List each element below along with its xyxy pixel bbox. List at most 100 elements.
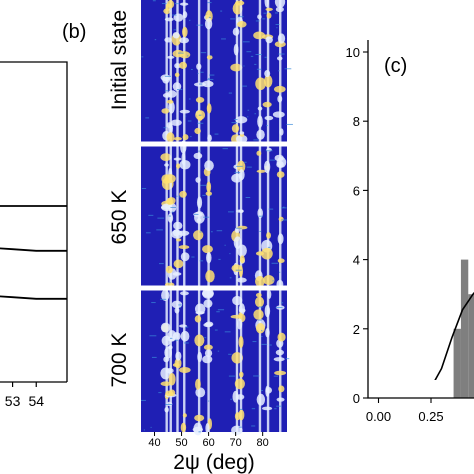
panel-b-intensity-spot — [170, 119, 182, 126]
panel-b-intensity-spot — [166, 132, 175, 143]
panel-b-background-noise — [178, 304, 182, 306]
panel-b-x-tick-label: 70 — [230, 437, 242, 449]
panel-b-background-noise — [164, 75, 171, 77]
panel-c-x-tick-label: 0.00 — [366, 409, 391, 424]
panel-b-background-noise — [198, 431, 201, 433]
panel-b-background-noise — [168, 282, 171, 284]
panel-b-intensity-spot — [169, 389, 176, 397]
panel-b-intensity-spot — [236, 394, 245, 400]
panel-b-intensity-spot — [256, 169, 266, 173]
panel-b-x-tick-label: 80 — [257, 437, 269, 449]
panel-b-background-noise — [176, 89, 183, 91]
panel-b-background-noise — [264, 56, 267, 58]
panel-b-background-noise — [261, 335, 263, 337]
panel-b-intensity-spot — [202, 290, 214, 298]
panel-b-intensity-spot — [182, 26, 188, 38]
panel-b-background-noise — [207, 2, 212, 4]
panel-b-intensity-spot — [276, 156, 287, 168]
panel-b-background-noise — [161, 3, 167, 5]
panel-b-background-noise — [214, 329, 218, 331]
panel-b-background-noise — [190, 68, 193, 70]
panel-b-heatmap — [141, 0, 293, 436]
panel-b-x-axis-label: 2ψ (deg) — [173, 451, 255, 474]
panel-b-intensity-spot — [194, 127, 201, 135]
panel-b-intensity-spot — [195, 378, 201, 390]
panel-b-intensity-spot — [266, 232, 272, 239]
panel-b-background-noise — [148, 214, 154, 216]
panel-b-background-noise — [177, 52, 184, 54]
panel-b-intensity-spot — [273, 85, 286, 93]
panel-b-background-noise — [171, 211, 174, 213]
panel-b-background-noise — [231, 122, 238, 124]
panel-b-intensity-spot — [175, 238, 182, 242]
panel-b-intensity-spot — [239, 371, 244, 378]
panel-b-x-tick-label: 50 — [175, 437, 187, 449]
panel-b-intensity-spot — [277, 258, 285, 264]
panel-b-background-noise — [278, 70, 280, 72]
panel-b-diffraction-line — [169, 290, 172, 432]
panel-b-row-label: Initial state — [108, 10, 131, 110]
panel-c: 0 2 4 6 8 10 0.00 0.25 (c) — [346, 40, 474, 424]
panel-b-intensity-spot — [195, 387, 206, 398]
panel-b-intensity-spot — [266, 12, 272, 19]
panel-b-diffraction-line — [266, 290, 270, 432]
panel-b-background-noise — [150, 426, 152, 428]
panel-c-bar — [460, 259, 469, 398]
panel-b-background-noise — [273, 375, 279, 377]
panel-b-background-noise — [198, 150, 202, 152]
panel-b-intensity-spot — [237, 225, 248, 230]
panel-b-background-noise — [172, 14, 177, 16]
panel-b-intensity-spot — [194, 334, 205, 347]
panel-b-intensity-spot — [255, 293, 262, 298]
panel-b-intensity-spot — [179, 61, 188, 69]
panel-b-background-noise — [174, 339, 179, 341]
panel-b-intensity-spot — [160, 381, 172, 387]
panel-b-intensity-spot — [201, 80, 214, 88]
panel-b-background-noise — [247, 116, 249, 118]
panel-b-intensity-spot — [277, 33, 286, 44]
panel-b-intensity-spot — [204, 349, 213, 358]
panel-b-background-noise — [228, 211, 234, 213]
panel-b-background-noise — [281, 219, 288, 221]
panel-b-background-noise — [145, 232, 151, 234]
panel-b-background-noise — [149, 335, 157, 337]
panel-c-bar — [468, 294, 474, 398]
panel-b-diffraction-line — [207, 0, 210, 142]
panel-b-intensity-spot — [168, 101, 175, 114]
panel-b-background-noise — [208, 77, 210, 79]
panel-b-background-noise — [254, 113, 257, 115]
panel-b-background-noise — [210, 195, 212, 197]
panel-b-intensity-spot — [255, 276, 265, 287]
panel-b-background-noise — [230, 398, 233, 400]
panel-b-background-noise — [141, 399, 146, 401]
panel-b-diffraction-line — [207, 146, 210, 286]
panel-b-intensity-spot — [274, 0, 286, 8]
panel-b-background-noise — [163, 127, 167, 129]
panel-b-intensity-spot — [196, 196, 203, 209]
panel-b-intensity-spot — [276, 56, 283, 61]
panel-b-background-noise — [158, 392, 162, 394]
panel-b-diffraction-line — [266, 146, 270, 286]
panel-b-intensity-spot — [174, 358, 182, 369]
panel-b-intensity-spot — [256, 129, 265, 140]
panel-b-intensity-spot — [205, 422, 210, 434]
panel-b-intensity-spot — [238, 209, 244, 213]
panel-b-intensity-spot — [203, 322, 213, 328]
panel-b-intensity-spot — [257, 14, 262, 20]
panel-b-intensity-spot — [168, 372, 176, 386]
panel-b-diffraction-line — [197, 0, 201, 142]
panel-b-intensity-spot — [195, 311, 205, 315]
panel-b-intensity-spot — [232, 295, 243, 306]
panel-c-y-tick-label: 2 — [353, 322, 360, 337]
panel-b-background-noise — [258, 215, 263, 217]
panel-b-background-noise — [217, 309, 225, 311]
panel-b-background-noise — [184, 342, 189, 344]
panel-b-diffraction-line — [183, 290, 186, 432]
panel-b-background-noise — [175, 195, 178, 197]
panel-b-intensity-spot — [239, 308, 246, 313]
panel-b-background-noise — [252, 341, 257, 343]
panel-b-intensity-spot — [239, 131, 245, 135]
panel-b-intensity-spot — [179, 37, 190, 44]
panel-b-intensity-spot — [234, 378, 245, 390]
panel-b-background-noise — [283, 206, 285, 208]
